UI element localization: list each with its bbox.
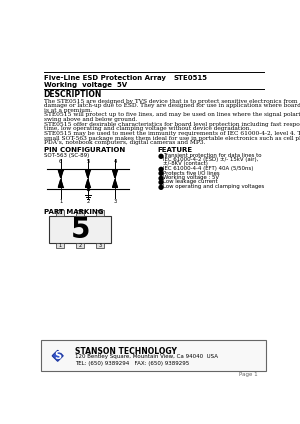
Text: 2: 2: [86, 199, 90, 204]
Text: ●: ●: [158, 179, 164, 185]
Text: Five-Line ESD Protection Array: Five-Line ESD Protection Array: [44, 75, 166, 81]
Text: STE0515 offer desirable characteristics for board level protection including fas: STE0515 offer desirable characteristics …: [44, 122, 300, 127]
Polygon shape: [113, 179, 117, 187]
Text: is at a premium.: is at a premium.: [44, 108, 92, 113]
Bar: [56, 243, 64, 248]
Text: S: S: [54, 351, 61, 361]
Text: ●: ●: [158, 170, 164, 176]
Text: 1: 1: [59, 243, 62, 248]
Polygon shape: [113, 170, 117, 178]
Text: IEC 61000-4-2 (ESD) ±/- 15kV (air),: IEC 61000-4-2 (ESD) ±/- 15kV (air),: [163, 157, 258, 162]
Text: ●: ●: [158, 153, 164, 159]
Polygon shape: [52, 350, 63, 361]
Text: The STE0515 are designed by TVS device that is to protect sensitive electronics : The STE0515 are designed by TVS device t…: [44, 99, 297, 103]
Bar: [96, 210, 104, 216]
Text: Low leakage current: Low leakage current: [163, 179, 218, 184]
Text: 120 Bentley Square, Mountain View, Ca 94040  USA: 120 Bentley Square, Mountain View, Ca 94…: [75, 354, 218, 359]
Text: 1: 1: [59, 199, 62, 204]
Text: STE0515 will protect up to five lines, and may be used on lines where the signal: STE0515 will protect up to five lines, a…: [44, 112, 300, 117]
Text: Page 1: Page 1: [239, 372, 258, 377]
Bar: [96, 243, 104, 248]
Bar: [76, 243, 84, 248]
Text: PIN CONFIGURATION: PIN CONFIGURATION: [44, 147, 125, 153]
Text: Working  voltage  5V: Working voltage 5V: [44, 82, 127, 88]
Bar: [76, 210, 84, 216]
Text: Working voltage : 5V: Working voltage : 5V: [163, 175, 219, 180]
Text: 4: 4: [98, 210, 101, 215]
Text: swing above and below ground.: swing above and below ground.: [44, 117, 137, 122]
Text: Transient protection for data lines to: Transient protection for data lines to: [163, 153, 262, 158]
Text: 6: 6: [59, 210, 62, 215]
Polygon shape: [85, 170, 90, 178]
Bar: [56, 210, 64, 216]
Text: DESCRIPTION: DESCRIPTION: [44, 90, 102, 99]
Text: 5: 5: [86, 159, 90, 165]
Text: damage or latch-up due to ESD. They are designed for use in applications where b: damage or latch-up due to ESD. They are …: [44, 103, 300, 108]
Text: 3: 3: [113, 199, 117, 204]
Text: ●: ●: [158, 166, 164, 172]
Text: ●: ●: [158, 175, 164, 181]
Text: ±/-8KV (contact): ±/-8KV (contact): [163, 162, 208, 167]
Text: 3: 3: [98, 243, 101, 248]
Text: STANSON TECHNOLOGY: STANSON TECHNOLOGY: [75, 346, 177, 356]
Text: IEC 61000-4-4 (EFT) 40A (5/50ns): IEC 61000-4-4 (EFT) 40A (5/50ns): [163, 166, 254, 171]
Text: 4: 4: [113, 159, 117, 165]
Text: STE0515 may be used to meet the immunity requirements of IEC 61000-4-2, level 4.: STE0515 may be used to meet the immunity…: [44, 131, 300, 136]
Text: PDA's, notebook computers, digital cameras and MP3.: PDA's, notebook computers, digital camer…: [44, 140, 205, 145]
Text: SOT-563 (SC-89): SOT-563 (SC-89): [44, 153, 89, 158]
Text: 2: 2: [79, 243, 82, 248]
Text: STE0515: STE0515: [173, 75, 207, 81]
Text: Low operating and clamping voltages: Low operating and clamping voltages: [163, 184, 264, 189]
Text: 6: 6: [59, 159, 62, 165]
Bar: [49, 216, 111, 243]
Text: FEATURE: FEATURE: [158, 147, 193, 153]
Polygon shape: [58, 179, 63, 187]
Bar: [41, 340, 266, 371]
Polygon shape: [85, 179, 90, 187]
Text: time, low operating and clamping voltage without device degradation.: time, low operating and clamping voltage…: [44, 126, 251, 131]
Text: Protects five I/O lines: Protects five I/O lines: [163, 170, 220, 176]
Text: small SOT-563 package makes them ideal for use in portable electronics such as c: small SOT-563 package makes them ideal f…: [44, 136, 300, 141]
Text: ●: ●: [158, 184, 164, 190]
Text: 5: 5: [70, 216, 90, 244]
Polygon shape: [58, 170, 63, 178]
Text: PART MARKING: PART MARKING: [44, 209, 103, 215]
Text: TEL: (650) 9389294   FAX: (650) 9389295: TEL: (650) 9389294 FAX: (650) 9389295: [75, 361, 189, 366]
Text: 5: 5: [79, 210, 82, 215]
